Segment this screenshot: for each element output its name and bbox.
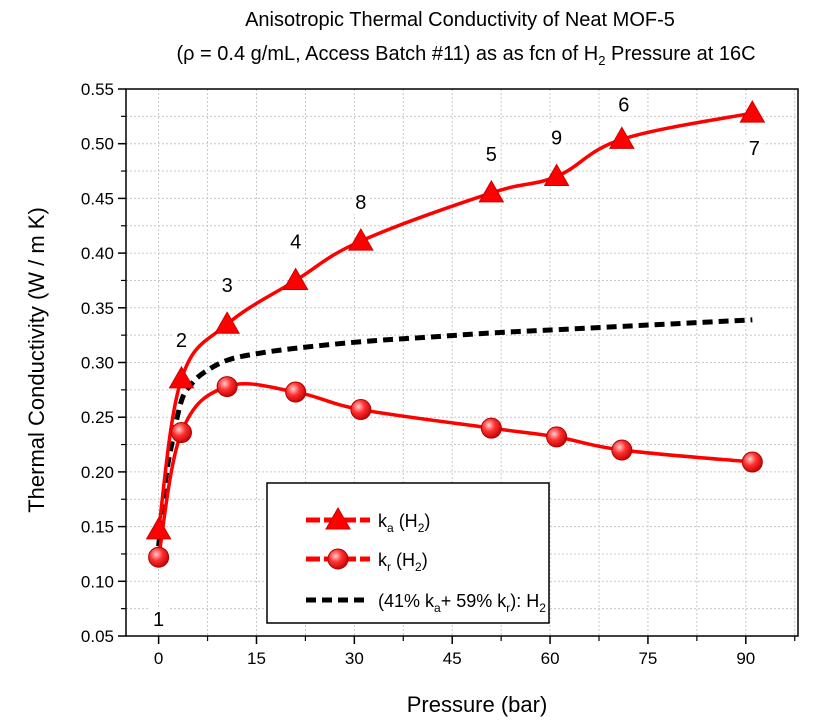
point-label-bg xyxy=(286,229,305,254)
x-axis-label: Pressure (bar) xyxy=(407,692,548,717)
y-tick-label: 0.40 xyxy=(81,244,114,263)
y-tick-label: 0.20 xyxy=(81,463,114,482)
y-tick-label: 0.25 xyxy=(81,408,114,427)
y-tick-label: 0.15 xyxy=(81,518,114,537)
chart-title-line2: (ρ = 0.4 g/mL, Access Batch #11) as as f… xyxy=(176,43,755,68)
kr-point xyxy=(741,451,763,473)
point-label: 3 xyxy=(222,275,233,297)
legend-entry-ka: ka (H2) xyxy=(306,506,430,535)
markers xyxy=(145,100,766,568)
point-label: 1 xyxy=(153,609,164,631)
y-tick-label: 0.05 xyxy=(81,627,114,646)
y-tick-label: 0.45 xyxy=(81,189,114,208)
ka-point xyxy=(608,126,635,149)
ka-point xyxy=(478,179,505,203)
point-label: 6 xyxy=(618,94,629,116)
y-tick-label: 0.30 xyxy=(81,354,114,373)
ticks: 0 15 30 45 60 75 900.050.100.150.200.250.300.3… xyxy=(81,80,796,668)
ka-point xyxy=(739,100,766,123)
y-axis-label: Thermal Conductivity (W / m K) xyxy=(24,207,49,513)
series-mix-line xyxy=(156,317,753,547)
ka-point xyxy=(543,163,570,187)
x-tick-label: 45 xyxy=(443,649,462,668)
point-label-bg xyxy=(149,606,168,631)
y-tick-label: 0.50 xyxy=(81,135,114,154)
point-label: 9 xyxy=(551,128,562,150)
point-label-bg xyxy=(218,273,237,298)
ka-point xyxy=(348,228,374,251)
point-label: 4 xyxy=(290,231,301,253)
kr-point xyxy=(148,546,170,568)
chart-title-line1: Anisotropic Thermal Conductivity of Neat… xyxy=(245,9,675,31)
point-label: 2 xyxy=(176,330,187,352)
point-label: 8 xyxy=(355,192,366,214)
point-label-bg xyxy=(172,327,191,352)
svg-text:kr (H2): kr (H2) xyxy=(378,550,428,574)
ka-point xyxy=(214,311,240,334)
point-label-bg xyxy=(614,92,633,117)
point-label-bg xyxy=(482,141,501,166)
legend-entry-mix: (41% ka+ 59% kr): H2 xyxy=(306,591,546,615)
kr-point xyxy=(611,439,633,461)
point-labels: 1 2 3 4 8 5 9 6 7 xyxy=(149,92,764,631)
ka-point xyxy=(282,267,309,290)
series-ka-line xyxy=(156,111,753,531)
svg-text:ka (H2): ka (H2) xyxy=(378,511,430,535)
legend: ka (H2) kr (H2) (41% ka+ 59% kr): H2 xyxy=(266,482,550,624)
legend-entry-kr: kr (H2) xyxy=(306,548,428,574)
point-label-bg xyxy=(351,190,370,215)
y-tick-label: 0.10 xyxy=(81,572,114,591)
x-tick-label: 60 xyxy=(541,649,560,668)
kr-point xyxy=(170,422,192,444)
x-tick-label: 15 xyxy=(247,649,266,668)
kr-point xyxy=(480,417,502,439)
point-label: 5 xyxy=(486,144,497,166)
x-tick-label: 75 xyxy=(638,649,657,668)
kr-point xyxy=(350,399,372,421)
kr-point xyxy=(546,426,568,448)
kr-point xyxy=(285,381,307,403)
point-label: 7 xyxy=(749,138,760,160)
svg-text:(41% ka+ 59% kr): H2: (41% ka+ 59% kr): H2 xyxy=(378,591,546,615)
y-tick-label: 0.35 xyxy=(81,299,114,318)
x-tick-label: 30 xyxy=(345,649,364,668)
point-label-bg xyxy=(547,125,566,150)
x-tick-label: 0 xyxy=(154,649,163,668)
x-tick-label: 90 xyxy=(736,649,755,668)
point-label-bg xyxy=(745,136,764,161)
ka-point xyxy=(168,365,195,389)
y-tick-label: 0.55 xyxy=(81,80,114,99)
ka-point xyxy=(145,516,172,540)
kr-point xyxy=(216,376,238,398)
